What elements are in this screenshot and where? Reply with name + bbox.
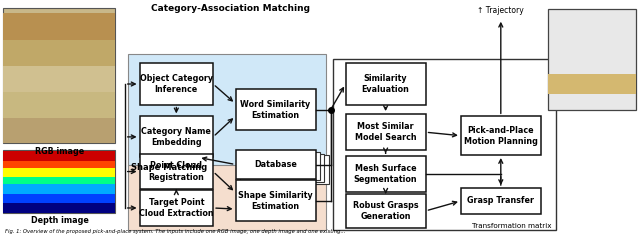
FancyBboxPatch shape [3, 184, 115, 194]
FancyBboxPatch shape [346, 156, 426, 192]
Text: Word Similarity
Estimation: Word Similarity Estimation [241, 100, 310, 120]
Text: Robust Grasps
Generation: Robust Grasps Generation [353, 201, 419, 221]
Text: Shape Matching: Shape Matching [131, 163, 207, 172]
Text: Pick-and-Place
Motion Planning: Pick-and-Place Motion Planning [464, 126, 538, 146]
Text: ↑ Trajectory: ↑ Trajectory [477, 6, 524, 15]
FancyBboxPatch shape [3, 193, 115, 203]
FancyBboxPatch shape [236, 150, 316, 179]
FancyBboxPatch shape [240, 152, 320, 180]
Text: Category-Association Matching: Category-Association Matching [151, 4, 310, 12]
FancyBboxPatch shape [3, 150, 115, 213]
FancyBboxPatch shape [140, 190, 213, 226]
Text: Target Point
Cloud Extraction: Target Point Cloud Extraction [139, 198, 214, 218]
Text: Category Name
Embedding: Category Name Embedding [141, 127, 211, 147]
Text: Object Category
Inference: Object Category Inference [140, 74, 213, 94]
FancyBboxPatch shape [548, 9, 636, 110]
FancyBboxPatch shape [346, 63, 426, 105]
FancyBboxPatch shape [3, 203, 115, 213]
FancyBboxPatch shape [244, 154, 324, 182]
FancyBboxPatch shape [346, 114, 426, 150]
FancyBboxPatch shape [3, 175, 115, 184]
FancyBboxPatch shape [249, 155, 329, 184]
Text: Point Cloud
Registration: Point Cloud Registration [148, 161, 204, 182]
FancyBboxPatch shape [461, 116, 541, 155]
Text: RGB image: RGB image [35, 147, 84, 156]
FancyBboxPatch shape [3, 168, 115, 177]
FancyBboxPatch shape [3, 8, 115, 143]
Text: Mesh Surface
Segmentation: Mesh Surface Segmentation [354, 164, 417, 184]
Text: Shape Similarity
Estimation: Shape Similarity Estimation [238, 191, 313, 211]
FancyBboxPatch shape [3, 39, 115, 66]
FancyBboxPatch shape [3, 158, 115, 168]
Text: Grasp Transfer: Grasp Transfer [467, 196, 534, 205]
FancyBboxPatch shape [128, 164, 326, 230]
FancyBboxPatch shape [128, 54, 326, 166]
Text: Depth image: Depth image [31, 216, 88, 225]
FancyBboxPatch shape [548, 74, 636, 94]
Text: Database: Database [254, 160, 297, 169]
FancyBboxPatch shape [236, 89, 316, 130]
Text: Transformation matrix: Transformation matrix [472, 223, 552, 229]
Text: Most Similar
Model Search: Most Similar Model Search [355, 122, 417, 142]
FancyBboxPatch shape [140, 116, 213, 157]
FancyBboxPatch shape [3, 116, 115, 143]
FancyBboxPatch shape [346, 194, 426, 228]
FancyBboxPatch shape [3, 65, 115, 92]
FancyBboxPatch shape [461, 188, 541, 214]
Text: Fig. 1: Overview of the proposed pick-and-place system. The inputs include one R: Fig. 1: Overview of the proposed pick-an… [5, 229, 346, 234]
Text: Similarity
Evaluation: Similarity Evaluation [362, 74, 410, 94]
FancyBboxPatch shape [3, 151, 115, 161]
FancyBboxPatch shape [3, 13, 115, 40]
FancyBboxPatch shape [236, 180, 316, 221]
FancyBboxPatch shape [140, 63, 213, 105]
FancyBboxPatch shape [140, 154, 213, 189]
FancyBboxPatch shape [3, 90, 115, 118]
